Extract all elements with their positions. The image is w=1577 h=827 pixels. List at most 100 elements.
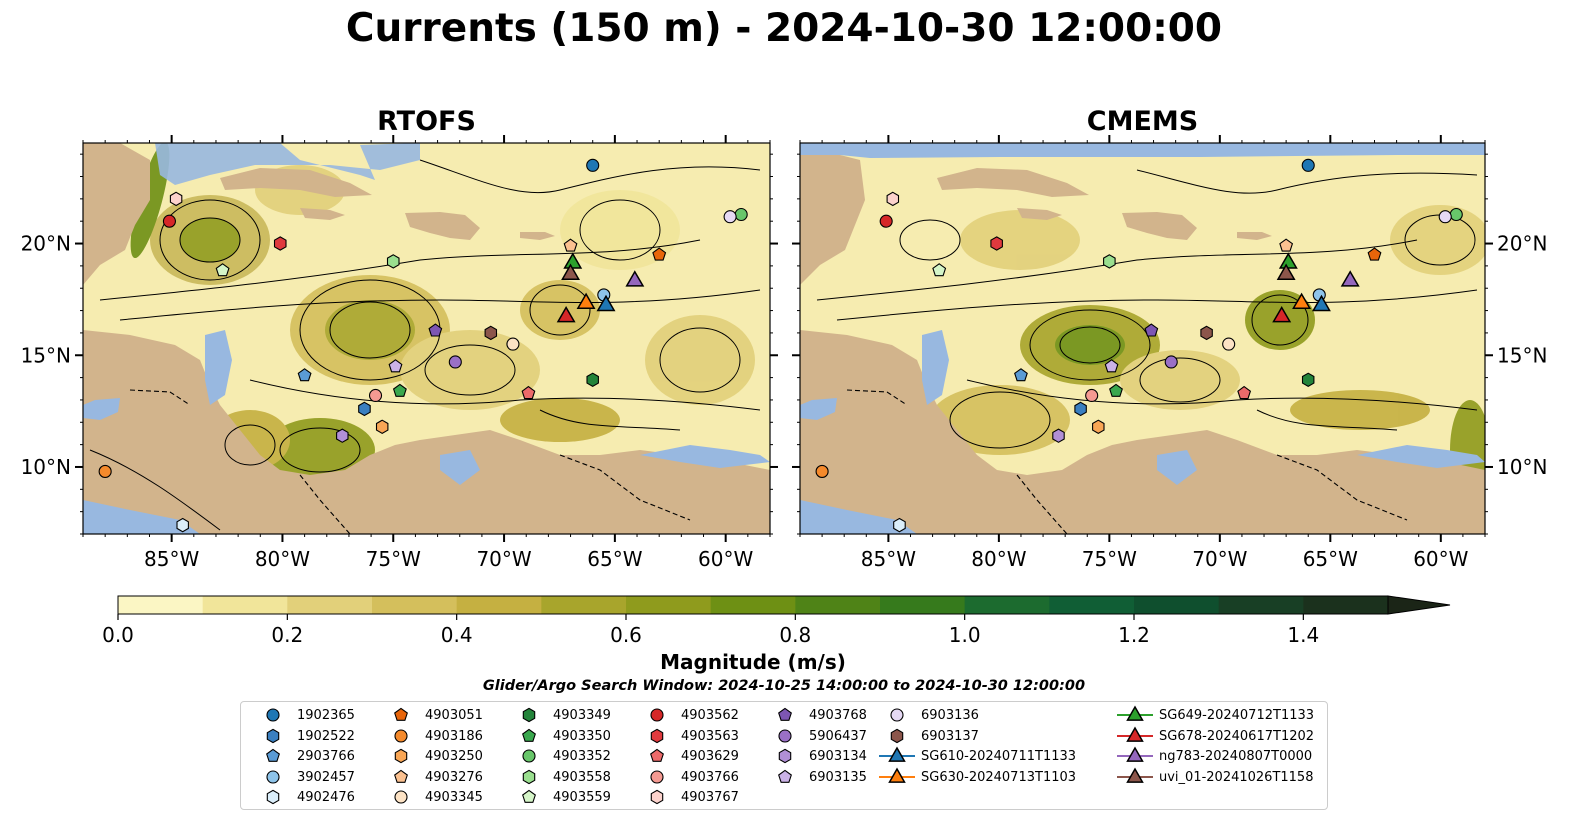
circle-marker-icon	[522, 749, 536, 763]
platform-marker	[596, 294, 616, 312]
map-panel-rtofs: 85°W 80°W 75°W 70°W 65°W 60°W 20°N 15°N 10°N	[21, 135, 778, 571]
platform-marker	[1340, 270, 1360, 287]
platform-marker	[1301, 372, 1315, 388]
platform-markers-cmems	[815, 158, 1463, 533]
panel-title-cmems: CMEMS	[1086, 106, 1199, 137]
map-area-cmems	[800, 143, 1485, 534]
legend-label: 1902365	[297, 708, 355, 723]
pentagon-marker-icon	[778, 707, 792, 721]
colorbar-tick-label: 0.4	[441, 623, 473, 647]
colorbar: 0.0 0.2 0.4 0.6 0.8 1.0 1.2 1.4	[102, 595, 1451, 647]
colorbar-segment	[710, 596, 796, 614]
platform-marker	[1085, 388, 1099, 403]
legend-marker	[266, 748, 280, 763]
legend-marker	[1126, 767, 1144, 783]
platform-marker	[586, 372, 599, 388]
hexagon-marker-icon	[266, 790, 280, 805]
platform-marker	[428, 323, 443, 337]
axis-ticks-cmems: 85°W 80°W 75°W 70°W 65°W 60°W 20°N 15°N 10°N	[792, 135, 1547, 571]
map-area-rtofs	[83, 143, 770, 534]
circle-marker-icon	[394, 729, 408, 743]
legend-marker	[266, 728, 280, 743]
hexagon-marker-icon	[522, 769, 536, 785]
colorbar-tick-label: 1.0	[949, 623, 981, 647]
legend-marker	[266, 790, 280, 805]
platform-marker	[386, 254, 400, 269]
platform-marker	[392, 383, 407, 397]
legend-label: 4903186	[425, 728, 483, 744]
lon-tick-label: 85°W	[144, 547, 199, 571]
map-frame-cmems	[799, 142, 1486, 535]
platform-marker	[652, 247, 667, 261]
colorbar-segment	[626, 596, 712, 614]
platform-marker	[162, 214, 176, 228]
streamlines	[89, 159, 761, 531]
platform-marker	[1237, 385, 1252, 400]
legend-marker	[522, 749, 536, 763]
legend-label: 4903051	[425, 708, 483, 723]
legend-marker	[394, 707, 408, 721]
platform-marker	[734, 207, 748, 222]
legend-label: 4903629	[681, 749, 739, 765]
water-bodies	[83, 143, 770, 534]
legend-label: 3902457	[297, 769, 355, 785]
legend-label: SG649-20240712T1133	[1159, 708, 1315, 723]
colorbar-tick-label: 1.2	[1118, 623, 1150, 647]
platform-marker	[815, 464, 829, 478]
legend-label: 4903766	[681, 769, 739, 785]
colorbar-segment	[1303, 596, 1389, 614]
platform-marker	[1276, 263, 1296, 280]
lon-tick-label: 80°W	[971, 547, 1026, 571]
platform-marker	[586, 158, 600, 172]
legend-marker	[650, 728, 664, 743]
streamlines	[816, 169, 1478, 449]
colorbar-segment	[1134, 596, 1220, 614]
colorbar-tick-label: 0.6	[610, 623, 642, 647]
colorbar-label: Magnitude (m/s)	[660, 650, 846, 674]
legend-marker	[778, 729, 792, 743]
colorbar-tick-label: 0.0	[102, 623, 134, 647]
pentagon-marker-icon	[522, 728, 536, 742]
legend-marker	[266, 770, 280, 784]
circle-marker-icon	[394, 790, 408, 804]
lat-tick-label: 10°N	[1497, 455, 1547, 479]
platform-marker	[1272, 306, 1292, 323]
legend-label: 4902476	[297, 790, 355, 806]
platform-marker	[893, 517, 906, 533]
hexagon-marker-icon	[778, 748, 792, 764]
platform-marker	[1279, 238, 1294, 252]
legend-label: 4903768	[809, 708, 867, 723]
lon-tick-label: 70°W	[476, 547, 531, 571]
lat-tick-label: 15°N	[1497, 343, 1547, 367]
legend-marker	[650, 748, 664, 763]
triangle-marker-icon	[879, 767, 915, 783]
legend-marker	[394, 769, 408, 783]
lon-tick-label: 60°W	[698, 547, 753, 571]
platform-marker	[1222, 337, 1236, 351]
legend-label: 4903350	[553, 728, 611, 744]
lon-tick-label: 85°W	[861, 547, 916, 571]
legend-label: 4903250	[425, 749, 483, 765]
pentagon-marker-icon	[266, 748, 280, 763]
legend-label: 6903137	[921, 728, 979, 744]
colorbar-segment	[964, 596, 1050, 614]
search-window-caption: Glider/Argo Search Window: 2024-10-25 14…	[482, 678, 1086, 694]
panel-title-rtofs: RTOFS	[377, 106, 476, 137]
legend-label: 2903766	[297, 749, 355, 765]
colorbar-segment	[541, 596, 627, 614]
pentagon-marker-icon	[394, 769, 408, 783]
legend-marker	[522, 790, 536, 804]
platform-marker	[886, 191, 900, 207]
legend-label: 4903562	[681, 708, 739, 723]
platform-marker	[1438, 210, 1452, 224]
legend-marker	[650, 790, 664, 805]
land	[800, 155, 1485, 534]
lon-tick-label: 75°W	[1082, 547, 1137, 571]
legend-marker	[890, 708, 904, 722]
platform-marker	[563, 238, 578, 252]
axis-ticks-rtofs: 85°W 80°W 75°W 70°W 65°W 60°W 20°N 15°N 10°N	[21, 135, 778, 571]
lat-tick-label: 20°N	[1497, 232, 1547, 256]
colorbar-segment	[880, 596, 966, 614]
legend-marker	[394, 729, 408, 743]
platform-marker	[506, 337, 520, 351]
